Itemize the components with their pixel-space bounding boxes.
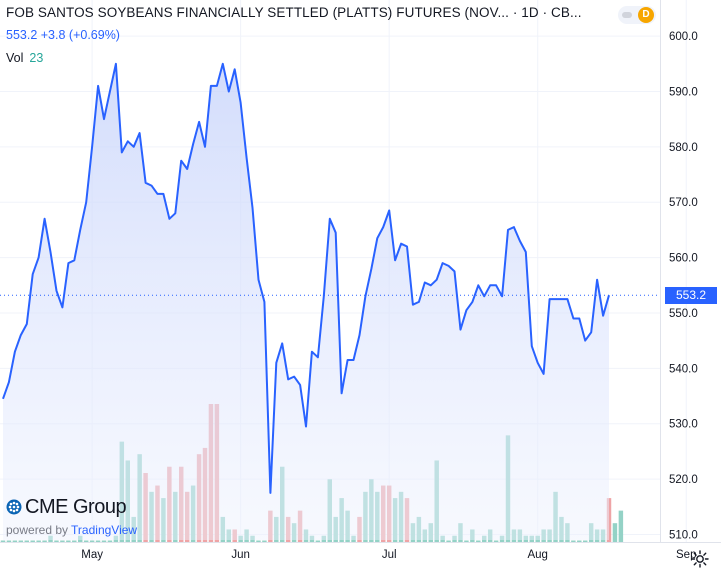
price-area-fill: [3, 63, 609, 541]
y-tick-label: 510.0: [669, 529, 698, 541]
volume-bar: [0, 540, 6, 542]
volume-bar: [101, 540, 107, 542]
y-tick-label: 520.0: [669, 474, 698, 486]
gear-icon[interactable]: [690, 549, 710, 569]
powered-by[interactable]: powered by TradingView: [6, 523, 137, 537]
volume-bar: [256, 540, 261, 542]
symbol-title[interactable]: FOB SANTOS SOYBEANS FINANCIALLY SETTLED …: [6, 5, 582, 20]
price-axis[interactable]: 510.0 520.0 530.0 540.0 550.0 560.0 570.0 580.0…: [669, 31, 698, 541]
y-tick-label: 590.0: [669, 86, 698, 98]
y-tick-label: 540.0: [669, 363, 698, 375]
volume-label: Vol: [6, 51, 24, 65]
volume-bar: [18, 540, 24, 542]
volume-bar: [66, 540, 71, 542]
last-price-label: 553.2: [665, 286, 717, 304]
time-axis[interactable]: May Jun Jul Aug Sep: [81, 549, 696, 561]
volume-bar: [12, 540, 18, 542]
cme-globe-icon: [6, 499, 22, 515]
x-tick-label: Jul: [382, 549, 397, 561]
powered-by-text: powered by: [6, 523, 69, 537]
volume-bar: [30, 540, 35, 542]
x-tick-label: May: [81, 549, 103, 561]
volume-bar: [571, 540, 576, 542]
y-tick-label: 550.0: [669, 308, 698, 320]
volume-bar: [95, 540, 101, 542]
price-area: [0, 62, 660, 541]
volume-bar: [89, 540, 95, 542]
toggle-knob-icon: [622, 12, 632, 18]
volume-bar: [476, 540, 481, 542]
volume-bar: [60, 540, 65, 542]
volume-value: 23: [29, 51, 44, 65]
volume-bar: [612, 523, 618, 542]
volume-bar: [315, 540, 321, 542]
volume-bar: [577, 540, 582, 542]
y-tick-label: 600.0: [669, 31, 698, 43]
tradingview-link[interactable]: TradingView: [71, 523, 138, 537]
volume-bar: [42, 540, 47, 542]
volume-bar: [54, 540, 59, 542]
price-line[interactable]: [2, 62, 610, 494]
x-tick-label: Jun: [231, 549, 250, 561]
x-tick-label: Sep: [676, 549, 696, 561]
volume-bar: [72, 540, 77, 542]
delayed-badge: D: [638, 7, 654, 23]
volume-bar: [464, 540, 469, 542]
volume-bar: [83, 540, 89, 542]
last-quote: 553.2 +3.8 (+0.69%): [6, 28, 120, 42]
cme-logo-text: CME Group: [25, 496, 127, 518]
y-tick-label: 580.0: [669, 142, 698, 154]
volume-bar: [24, 540, 29, 542]
y-tick-label: 560.0: [669, 253, 698, 265]
cme-logo: CME Group: [6, 496, 127, 519]
volume-bar: [446, 540, 451, 542]
volume-bar: [6, 540, 12, 542]
y-tick-label: 530.0: [669, 419, 698, 431]
volume-bar: [493, 540, 499, 542]
volume-bar: [107, 540, 113, 542]
volume-legend: Vol 23: [6, 51, 43, 65]
x-tick-label: Aug: [527, 549, 547, 561]
volume-bar: [262, 540, 267, 542]
volume-bar: [36, 540, 41, 542]
data-mode-toggle[interactable]: D: [618, 6, 656, 24]
volume-bar: [618, 510, 624, 542]
volume-bar: [583, 540, 588, 542]
y-tick-label: 570.0: [669, 197, 698, 209]
